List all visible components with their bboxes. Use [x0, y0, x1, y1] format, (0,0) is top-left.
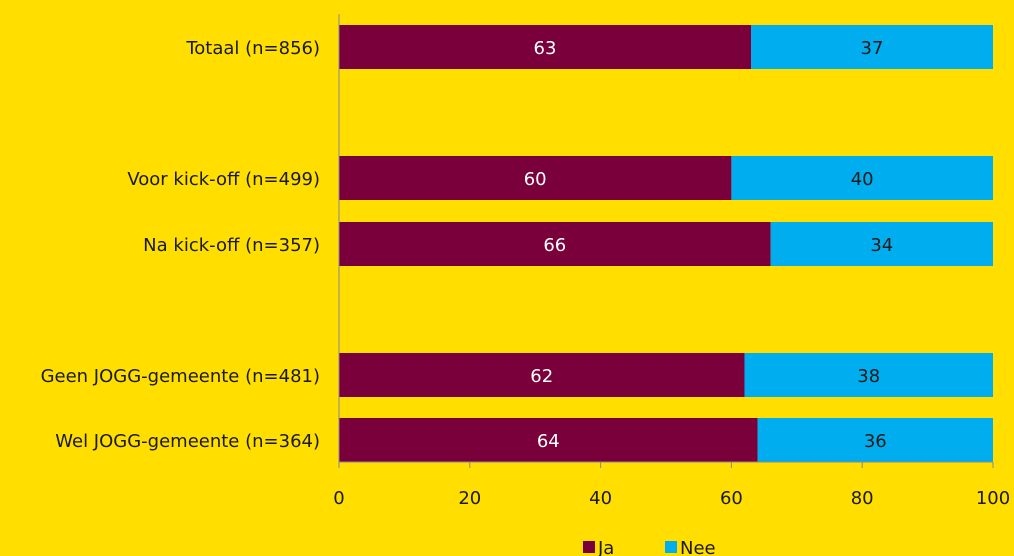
bar-nee-2 — [731, 156, 993, 200]
category-label-2: Voor kick-off (n=499) — [127, 169, 320, 190]
x-tick-label-80: 80 — [851, 488, 874, 509]
category-label-4: Geen JOGG-gemeente (n=481) — [41, 366, 320, 387]
data-label-nee-5: 36 — [864, 431, 887, 452]
bar-nee-5 — [757, 418, 993, 462]
data-label-ja-2: 60 — [524, 169, 547, 190]
x-tick-label-20: 20 — [458, 488, 481, 509]
category-label-3: Na kick-off (n=357) — [143, 235, 320, 256]
x-tick-label-40: 40 — [589, 488, 612, 509]
legend-swatch-ja — [583, 541, 595, 553]
data-label-ja-1: 63 — [534, 38, 557, 59]
data-label-nee-3: 34 — [870, 235, 893, 256]
bar-ja-4 — [339, 353, 745, 397]
legend-swatch-nee — [665, 541, 677, 553]
category-label-5: Wel JOGG-gemeente (n=364) — [55, 431, 320, 452]
legend-label-nee: Nee — [680, 538, 716, 556]
data-label-nee-4: 38 — [857, 366, 880, 387]
bar-nee-4 — [744, 353, 993, 397]
data-label-ja-5: 64 — [537, 431, 560, 452]
bar-ja-3 — [339, 222, 771, 266]
data-label-nee-2: 40 — [851, 169, 874, 190]
category-label-1: Totaal (n=856) — [185, 38, 320, 59]
bar-ja-1 — [339, 25, 752, 69]
x-tick-label-100: 100 — [976, 488, 1010, 509]
data-label-nee-1: 37 — [861, 38, 884, 59]
x-tick-label-0: 0 — [333, 488, 344, 509]
data-label-ja-4: 62 — [530, 366, 553, 387]
bar-nee-3 — [770, 222, 993, 266]
bar-ja-5 — [339, 418, 758, 462]
legend-label-ja: Ja — [597, 538, 614, 556]
data-label-ja-3: 66 — [543, 235, 566, 256]
bar-nee-1 — [751, 25, 993, 69]
x-tick-label-60: 60 — [720, 488, 743, 509]
bar-ja-2 — [339, 156, 732, 200]
